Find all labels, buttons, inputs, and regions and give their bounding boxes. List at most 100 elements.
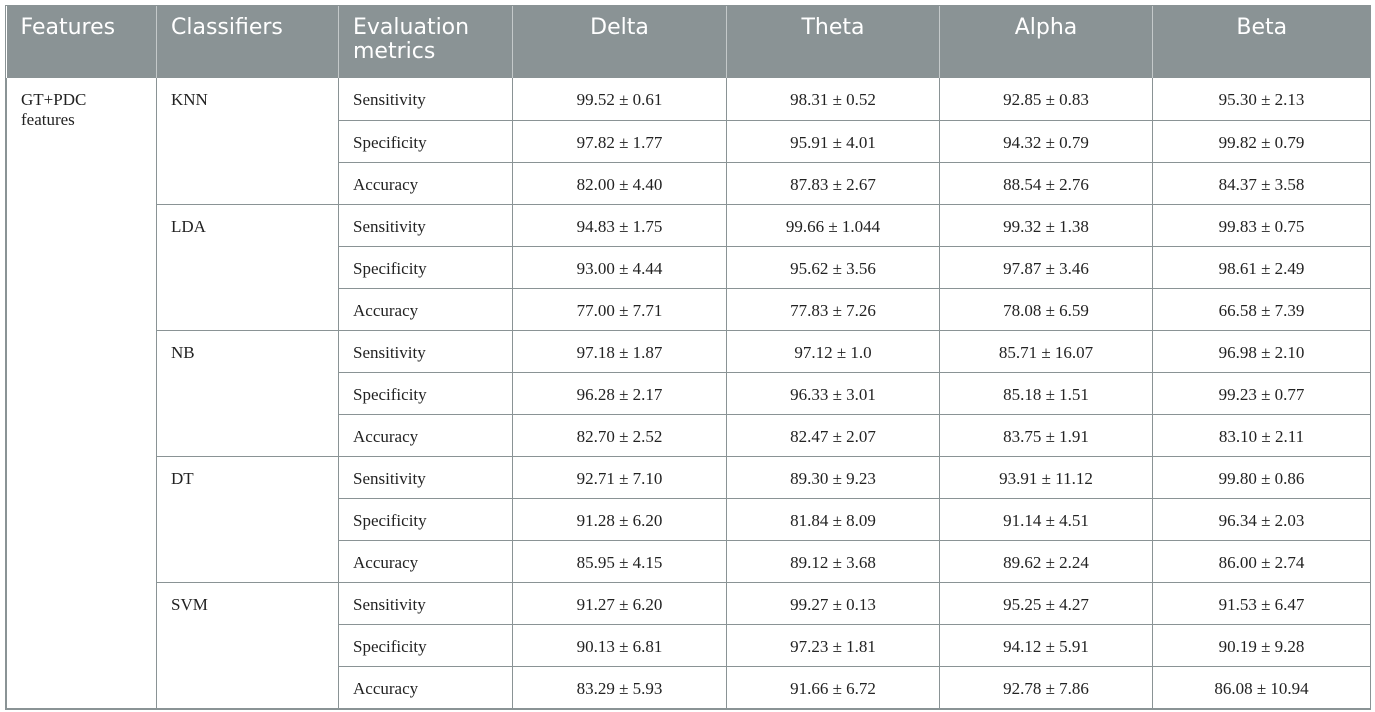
classifier-cell: KNN [156, 78, 339, 205]
value-cell-beta: 96.98 ± 2.10 [1152, 330, 1371, 373]
value-cell-alpha: 92.85 ± 0.83 [939, 78, 1153, 121]
value-cell-theta: 95.62 ± 3.56 [726, 246, 940, 289]
results-table-container: Features Classifiers Evaluation metrics … [5, 5, 1371, 710]
value-cell-alpha: 78.08 ± 6.59 [939, 288, 1153, 331]
value-cell-alpha: 94.32 ± 0.79 [939, 120, 1153, 163]
value-cell-theta: 87.83 ± 2.67 [726, 162, 940, 205]
classifier-cell: DT [156, 456, 339, 583]
classifier-cell: NB [156, 330, 339, 457]
feature-cell: GT+PDC features [6, 78, 157, 709]
value-cell-alpha: 85.71 ± 16.07 [939, 330, 1153, 373]
value-cell-delta: 77.00 ± 7.71 [512, 288, 727, 331]
table-row: Specificity 91.28 ± 6.20 81.84 ± 8.09 91.14… [7, 498, 1371, 541]
header-classifiers: Classifiers [156, 6, 339, 78]
value-cell-beta: 91.53 ± 6.47 [1152, 582, 1371, 625]
table-row: Accuracy 82.70 ± 2.52 82.47 ± 2.07 83.75 ± … [7, 414, 1371, 457]
metric-cell: Accuracy [338, 414, 513, 457]
metric-cell: Sensitivity [338, 78, 513, 121]
value-cell-beta: 84.37 ± 3.58 [1152, 162, 1371, 205]
results-table: Features Classifiers Evaluation metrics … [6, 6, 1371, 709]
value-cell-delta: 97.82 ± 1.77 [512, 120, 727, 163]
value-cell-beta: 66.58 ± 7.39 [1152, 288, 1371, 331]
value-cell-alpha: 94.12 ± 5.91 [939, 624, 1153, 667]
value-cell-alpha: 93.91 ± 11.12 [939, 456, 1153, 499]
metric-cell: Accuracy [338, 666, 513, 709]
metric-cell: Accuracy [338, 288, 513, 331]
value-cell-beta: 99.83 ± 0.75 [1152, 204, 1371, 247]
table-row: Specificity 93.00 ± 4.44 95.62 ± 3.56 97.87… [7, 246, 1371, 289]
value-cell-delta: 90.13 ± 6.81 [512, 624, 727, 667]
value-cell-theta: 99.66 ± 1.044 [726, 204, 940, 247]
value-cell-alpha: 92.78 ± 7.86 [939, 666, 1153, 709]
table-row: Accuracy 85.95 ± 4.15 89.12 ± 3.68 89.62 ± … [7, 540, 1371, 583]
value-cell-theta: 95.91 ± 4.01 [726, 120, 940, 163]
value-cell-theta: 89.12 ± 3.68 [726, 540, 940, 583]
value-cell-beta: 90.19 ± 9.28 [1152, 624, 1371, 667]
value-cell-delta: 82.70 ± 2.52 [512, 414, 727, 457]
metric-cell: Specificity [338, 120, 513, 163]
value-cell-delta: 83.29 ± 5.93 [512, 666, 727, 709]
metric-cell: Specificity [338, 372, 513, 415]
value-cell-beta: 96.34 ± 2.03 [1152, 498, 1371, 541]
value-cell-alpha: 97.87 ± 3.46 [939, 246, 1153, 289]
classifier-cell: SVM [156, 582, 339, 709]
metric-cell: Sensitivity [338, 204, 513, 247]
value-cell-delta: 82.00 ± 4.40 [512, 162, 727, 205]
value-cell-theta: 77.83 ± 7.26 [726, 288, 940, 331]
value-cell-theta: 99.27 ± 0.13 [726, 582, 940, 625]
value-cell-beta: 99.82 ± 0.79 [1152, 120, 1371, 163]
value-cell-theta: 97.23 ± 1.81 [726, 624, 940, 667]
value-cell-beta: 86.08 ± 10.94 [1152, 666, 1371, 709]
value-cell-alpha: 88.54 ± 2.76 [939, 162, 1153, 205]
value-cell-delta: 99.52 ± 0.61 [512, 78, 727, 121]
value-cell-delta: 93.00 ± 4.44 [512, 246, 727, 289]
value-cell-alpha: 85.18 ± 1.51 [939, 372, 1153, 415]
value-cell-delta: 91.28 ± 6.20 [512, 498, 727, 541]
value-cell-delta: 97.18 ± 1.87 [512, 330, 727, 373]
table-row: GT+PDC features KNN Sensitivity 99.52 ± 0.6… [6, 78, 1371, 709]
value-cell-alpha: 91.14 ± 4.51 [939, 498, 1153, 541]
value-cell-theta: 82.47 ± 2.07 [726, 414, 940, 457]
classifier-cell: LDA [156, 204, 339, 331]
value-cell-beta: 86.00 ± 2.74 [1152, 540, 1371, 583]
value-cell-theta: 97.12 ± 1.0 [726, 330, 940, 373]
table-row: Accuracy 82.00 ± 4.40 87.83 ± 2.67 88.54 ± … [7, 162, 1371, 205]
header-features: Features [6, 6, 157, 78]
table-row: NB Sensitivity 97.18 ± 1.87 97.12 ± 1.0 85.7… [7, 330, 1371, 457]
table-row: Accuracy 77.00 ± 7.71 77.83 ± 7.26 78.08 ± … [7, 288, 1371, 331]
value-cell-delta: 92.71 ± 7.10 [512, 456, 727, 499]
value-cell-theta: 91.66 ± 6.72 [726, 666, 940, 709]
value-cell-beta: 83.10 ± 2.11 [1152, 414, 1371, 457]
metric-cell: Sensitivity [338, 582, 513, 625]
table-row: Specificity 97.82 ± 1.77 95.91 ± 4.01 94.32… [7, 120, 1371, 163]
table-body: GT+PDC features KNN Sensitivity 99.52 ± 0.6… [6, 78, 1371, 709]
header-beta: Beta [1152, 6, 1371, 78]
value-cell-beta: 99.80 ± 0.86 [1152, 456, 1371, 499]
value-cell-alpha: 99.32 ± 1.38 [939, 204, 1153, 247]
metric-cell: Specificity [338, 624, 513, 667]
value-cell-beta: 99.23 ± 0.77 [1152, 372, 1371, 415]
value-cell-theta: 98.31 ± 0.52 [726, 78, 940, 121]
value-cell-beta: 98.61 ± 2.49 [1152, 246, 1371, 289]
table-row: LDA Sensitivity 94.83 ± 1.75 99.66 ± 1.044 9… [7, 204, 1371, 331]
header-alpha: Alpha [939, 6, 1153, 78]
value-cell-beta: 95.30 ± 2.13 [1152, 78, 1371, 121]
header-evaluation-metrics: Evaluation metrics [338, 6, 513, 78]
metric-cell: Specificity [338, 498, 513, 541]
header-row: Features Classifiers Evaluation metrics … [6, 6, 1371, 78]
header-delta: Delta [512, 6, 727, 78]
metric-cell: Accuracy [338, 540, 513, 583]
table-row: DT Sensitivity 92.71 ± 7.10 89.30 ± 9.23 93.… [7, 456, 1371, 583]
value-cell-theta: 89.30 ± 9.23 [726, 456, 940, 499]
table-row: Accuracy 83.29 ± 5.93 91.66 ± 6.72 92.78 ± … [7, 666, 1371, 709]
value-cell-delta: 94.83 ± 1.75 [512, 204, 727, 247]
value-cell-delta: 85.95 ± 4.15 [512, 540, 727, 583]
value-cell-alpha: 89.62 ± 2.24 [939, 540, 1153, 583]
metric-cell: Sensitivity [338, 330, 513, 373]
table-row: Specificity 96.28 ± 2.17 96.33 ± 3.01 85.18… [7, 372, 1371, 415]
table-row: Specificity 90.13 ± 6.81 97.23 ± 1.81 94.12… [7, 624, 1371, 667]
table-row: SVM Sensitivity 91.27 ± 6.20 99.27 ± 0.13 95… [7, 582, 1371, 709]
metric-cell: Sensitivity [338, 456, 513, 499]
value-cell-theta: 96.33 ± 3.01 [726, 372, 940, 415]
metric-cell: Specificity [338, 246, 513, 289]
